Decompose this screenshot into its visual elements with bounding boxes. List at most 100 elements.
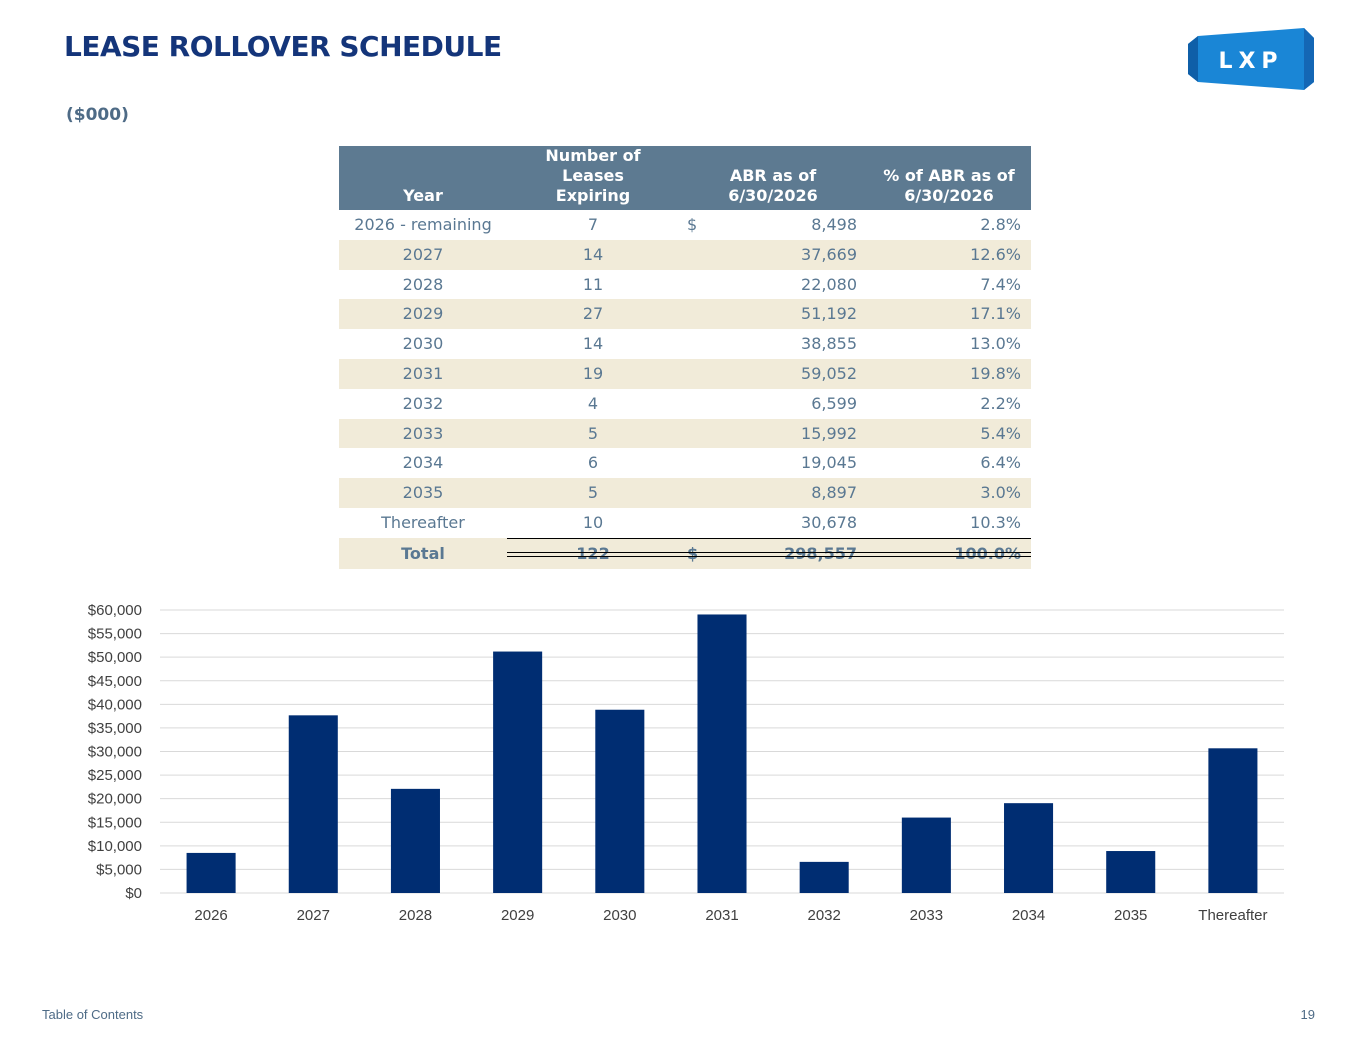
total-pct-abr: 100.0% [867,537,1031,569]
cell-year: 2034 [402,453,444,473]
cell-pct-abr: 10.3% [867,507,1031,539]
cell-year: 2032 [402,393,444,413]
total-double-underline [507,552,1031,557]
y-tick-label: $25,000 [88,767,142,784]
bar [390,788,440,893]
logo-text: LXP [1218,49,1283,74]
cell-pct-abr: 2.8% [980,215,1021,234]
total-abr: 298,557 [719,537,867,569]
x-tick-label: 2033 [910,907,943,924]
bar [493,651,543,893]
cell-year: 2028 [402,274,444,294]
cell-pct-abr: 6.4% [980,453,1021,473]
cell-currency: $ [687,215,698,234]
y-tick-label: $35,000 [88,720,142,737]
table-body: 2026 - remaining 7 $8,498 2.8% 2027 14 37,669 1… [339,210,1031,569]
table-row: Thereafter 10 30,678 10.3% [339,507,1031,539]
cell-abr: 8,897 [719,478,867,508]
y-tick-label: $55,000 [88,626,142,643]
x-tick-label: 2031 [705,907,738,924]
bar [901,817,951,893]
bar [799,861,849,893]
header-abr-line2: 6/30/2026 [728,186,818,205]
cell-pct-abr: 13.0% [970,334,1021,354]
header-leases-expiring: Number of Leases Expiring [507,146,679,210]
bar [595,709,645,893]
table-of-contents-link[interactable]: Table of Contents [42,1007,144,1022]
total-lease-count: 122 [507,537,679,569]
header-pct-line2: 6/30/2026 [904,186,994,205]
cell-year: Thereafter [381,513,465,533]
y-tick-label: $45,000 [88,673,142,690]
cell-currency [679,418,719,449]
lxp-logo: LXP [1188,28,1314,90]
x-tick-label: Thereafter [1198,907,1267,924]
bar [186,852,236,893]
cell-year: 2026 - remaining [354,215,492,234]
cell-year: 2035 [339,478,507,508]
cell-lease-count: 5 [507,418,679,449]
abr-bar-chart: $0 $5,000 $10,000 $15,000 $20,000 $25,000 $30,… [60,595,1310,939]
x-tick-label: 2026 [194,907,227,924]
cell-lease-count: 14 [507,239,679,270]
x-tick-label: 2027 [297,907,330,924]
page-number: 19 [1300,1007,1315,1022]
table-header-row: Year Number of Leases Expiring ABR as of… [339,146,1031,210]
y-tick-label: $15,000 [88,814,142,831]
cell-pct-abr: 7.4% [980,274,1021,294]
bar [1004,803,1054,893]
table-row: 2031 19 59,052 19.8% [339,358,1031,389]
cell-lease-count: 14 [582,334,604,354]
table-row: 2026 - remaining 7 $8,498 2.8% [339,210,1031,240]
cell-year: 2030 [402,334,444,354]
table-row: 2034 6 19,045 6.4% [339,448,1031,478]
page-title: LEASE ROLLOVER SCHEDULE [64,30,502,63]
cell-year: 2029 [339,299,507,330]
cell-abr: 6,599 [811,393,857,413]
y-tick-label: $5,000 [96,861,142,878]
cell-currency [679,299,719,330]
bar [697,614,747,893]
cell-abr: 51,192 [719,299,867,330]
cell-lease-count: 19 [507,358,679,389]
y-tick-label: $0 [125,885,142,902]
header-leases-line1: Number of Leases [545,146,641,185]
cell-pct-abr: 3.0% [867,478,1031,508]
cell-lease-count: 27 [507,299,679,330]
cell-abr: 38,855 [801,334,857,354]
x-tick-label: 2028 [399,907,432,924]
header-leases-line2: Expiring [555,186,631,205]
y-tick-label: $20,000 [88,791,142,808]
bar [1106,851,1156,893]
cell-abr: 19,045 [801,453,857,473]
y-tick-label: $50,000 [88,649,142,666]
cell-abr: 37,669 [719,239,867,270]
cell-abr: 30,678 [719,507,867,539]
cell-year: 2033 [339,418,507,449]
cell-lease-count: 6 [587,453,599,473]
table-row: 2029 27 51,192 17.1% [339,299,1031,330]
cell-abr: 8,498 [811,215,857,234]
x-tick-label: 2029 [501,907,534,924]
cell-lease-count: 7 [587,215,599,234]
cell-lease-count: 5 [507,478,679,508]
cell-pct-abr: 2.2% [980,393,1021,413]
cell-pct-abr: 5.4% [867,418,1031,449]
table-total-row: Total 122 $298,557 100.0% [339,537,1031,569]
y-tick-label: $30,000 [88,744,142,761]
header-abr-line1: ABR as of [729,166,817,185]
cell-year: 2027 [339,239,507,270]
y-tick-label: $10,000 [88,838,142,855]
total-currency: $ [679,537,719,569]
total-label: Total [339,538,507,569]
cell-currency [679,329,719,359]
x-tick-label: 2034 [1012,907,1045,924]
cell-lease-count: 4 [587,393,599,413]
header-pct-abr: % of ABR as of 6/30/2026 [867,146,1031,210]
cell-lease-count: 10 [507,507,679,539]
x-tick-label: 2032 [807,907,840,924]
cell-currency [679,358,719,389]
cell-currency [679,389,719,419]
cell-currency [679,448,719,478]
cell-year: 2031 [339,358,507,389]
